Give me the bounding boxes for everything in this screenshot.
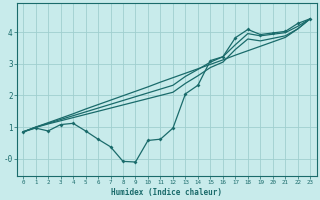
X-axis label: Humidex (Indice chaleur): Humidex (Indice chaleur): [111, 188, 222, 197]
